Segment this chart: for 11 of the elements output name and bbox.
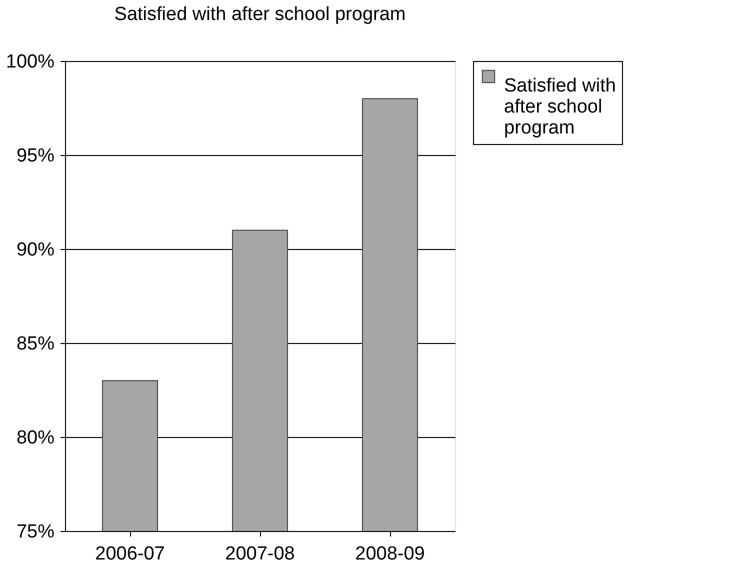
y-tick-label: 85% [16, 334, 55, 354]
x-tick-label: 2007-08 [225, 544, 295, 564]
x-tick-label: 2006-07 [95, 544, 165, 564]
y-tick-label: 80% [16, 428, 55, 448]
y-tick-label: 100% [6, 52, 55, 72]
x-tick-label: 2008-09 [355, 544, 425, 564]
y-tick-label: 95% [16, 146, 55, 166]
y-tick-label: 90% [16, 240, 55, 260]
chart-title: Satisfied with after school program [114, 4, 406, 25]
y-tick-label: 75% [16, 522, 55, 542]
legend-label: Satisfied with after school program [504, 76, 616, 138]
